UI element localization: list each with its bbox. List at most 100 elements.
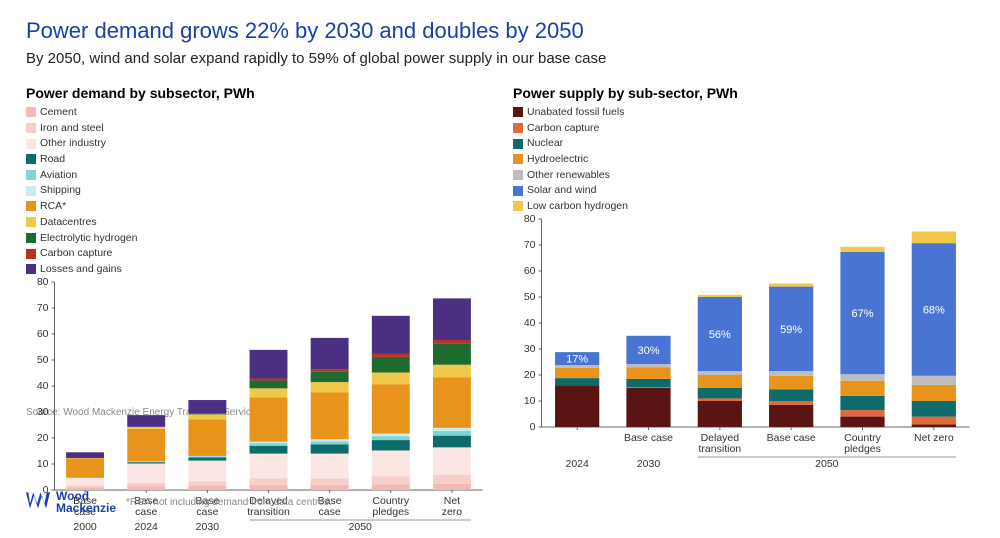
bar-segment [127, 486, 165, 490]
bar-segment [555, 378, 599, 385]
legend-label: Electrolytic hydrogen [40, 231, 137, 246]
svg-text:30: 30 [524, 343, 536, 355]
bar-segment [188, 419, 226, 455]
bar-segment [626, 379, 670, 387]
svg-text:2000: 2000 [73, 521, 97, 533]
right-chart-block: Power supply by sub-sector, PWh Unabated… [513, 85, 974, 395]
bar-segment [840, 381, 884, 396]
bar-segment [912, 376, 956, 385]
bar-segment [912, 416, 956, 424]
bar-segment [188, 481, 226, 485]
bar-segment [250, 388, 288, 397]
bar-segment [433, 474, 471, 483]
bar-segment [769, 389, 813, 401]
legend-label: Cement [40, 105, 77, 120]
bar-segment [433, 343, 471, 364]
svg-text:40: 40 [37, 380, 49, 392]
bar-segment [311, 382, 349, 392]
bar-segment [372, 484, 410, 490]
svg-text:20: 20 [37, 432, 49, 444]
legend-swatch [26, 154, 36, 164]
legend-item: Carbon capture [513, 121, 744, 136]
bar-segment [127, 463, 165, 483]
bar-segment [912, 385, 956, 401]
svg-text:pledges: pledges [844, 443, 881, 455]
bar-segment [626, 367, 670, 379]
legend-label: Unabated fossil fuels [527, 105, 624, 120]
legend-swatch [513, 186, 523, 196]
legend-label: Hydroelectric [527, 152, 588, 167]
svg-text:59%: 59% [780, 324, 802, 336]
bar-segment [250, 441, 288, 443]
bar-segment [250, 478, 288, 485]
bar-segment [433, 431, 471, 436]
legend-item: Carbon capture [26, 246, 257, 261]
bar-segment [433, 377, 471, 428]
bar-segment [127, 462, 165, 463]
svg-text:40: 40 [524, 317, 536, 329]
left-chart-legend: CementIron and steelOther industryRoadAv… [26, 105, 487, 278]
svg-text:Base case: Base case [767, 432, 816, 444]
legend-swatch [26, 170, 36, 180]
svg-text:Net zero: Net zero [914, 432, 954, 444]
left-chart-block: Power demand by subsector, PWh CementIro… [26, 85, 487, 395]
bar-segment [188, 413, 226, 414]
bar-segment [250, 349, 288, 378]
bar-segment [626, 335, 670, 336]
bar-segment [912, 424, 956, 427]
bar-segment [372, 450, 410, 476]
bar-segment [698, 375, 742, 388]
bar-segment [372, 384, 410, 433]
bar-segment [626, 364, 670, 367]
bar-segment [698, 371, 742, 375]
svg-text:50: 50 [37, 354, 49, 366]
footer: Wood Mackenzie *RCA not including demand… [26, 490, 332, 514]
legend-swatch [26, 233, 36, 243]
svg-text:10: 10 [37, 458, 49, 470]
bar-segment [433, 340, 471, 344]
bar-segment [769, 371, 813, 376]
bar-segment [188, 400, 226, 413]
charts-row: Power demand by subsector, PWh CementIro… [26, 85, 974, 395]
svg-text:2024: 2024 [565, 458, 589, 470]
bar-segment [840, 410, 884, 417]
svg-text:30: 30 [37, 406, 49, 418]
svg-text:10: 10 [524, 395, 536, 407]
svg-text:2050: 2050 [349, 521, 373, 533]
bar-segment [769, 401, 813, 405]
bar-segment [372, 353, 410, 356]
bar-segment [698, 401, 742, 427]
bar-segment [769, 405, 813, 427]
legend-swatch [513, 139, 523, 149]
legend-item: Other renewables [513, 168, 744, 183]
legend-label: Other renewables [527, 168, 610, 183]
legend-swatch [513, 170, 523, 180]
svg-text:2024: 2024 [135, 521, 159, 533]
brand-logo: Wood Mackenzie [26, 490, 116, 514]
bar-segment [188, 413, 226, 414]
svg-text:60: 60 [37, 328, 49, 340]
bar-segment [912, 231, 956, 243]
bar-segment [698, 388, 742, 398]
bar-segment [626, 388, 670, 427]
svg-text:80: 80 [524, 215, 536, 225]
right-chart-title: Power supply by sub-sector, PWh [513, 85, 974, 101]
bar-segment [188, 460, 226, 481]
legend-label: Datacentres [40, 215, 97, 230]
legend-swatch [26, 264, 36, 274]
bar-segment [433, 435, 471, 447]
svg-text:transition: transition [699, 443, 742, 455]
svg-text:2050: 2050 [815, 458, 839, 470]
bar-segment [250, 445, 288, 453]
svg-text:50: 50 [524, 291, 536, 303]
svg-text:zero: zero [442, 506, 463, 518]
legend-label: Losses and gains [40, 262, 122, 277]
bar-segment [433, 483, 471, 489]
bar-segment [698, 398, 742, 401]
svg-text:70: 70 [37, 302, 49, 314]
legend-item: RCA* [26, 199, 257, 214]
bar-segment [250, 484, 288, 489]
svg-text:68%: 68% [923, 304, 945, 316]
brand-line2: Mackenzie [56, 502, 116, 514]
bar-segment [311, 392, 349, 439]
